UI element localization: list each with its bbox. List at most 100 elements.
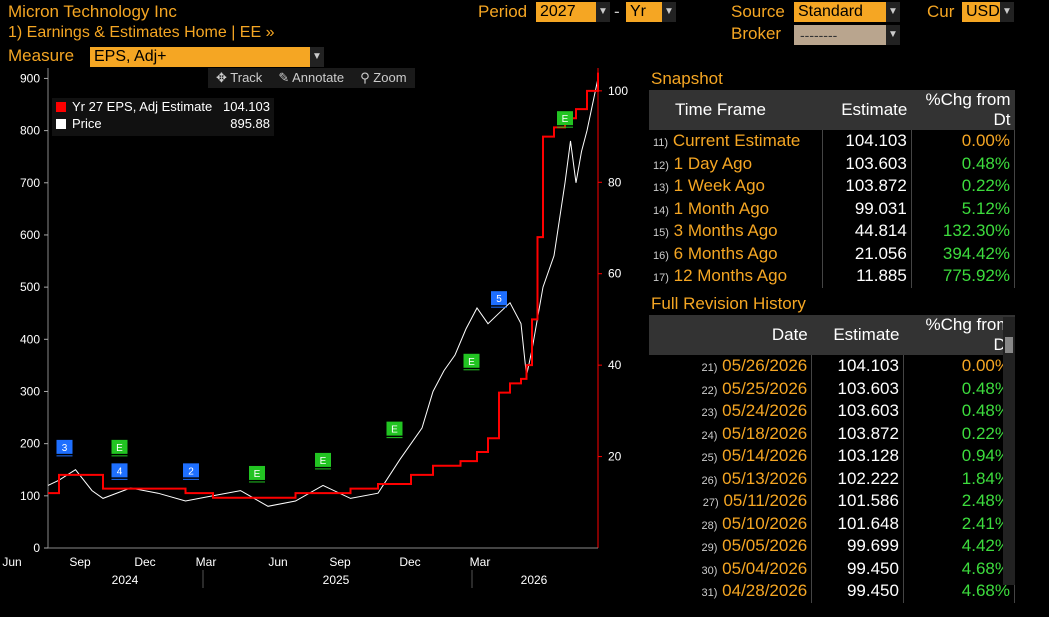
col-timeframe[interactable]: Time Frame [649,90,823,130]
scroll-thumb[interactable] [1005,337,1013,353]
row-number: 21) [701,362,718,375]
row-label-cell[interactable]: 12) 1 Day Ago [649,152,823,175]
row-label-cell[interactable]: 24) 05/18/2026 [649,422,813,445]
event-marker[interactable] [111,439,128,454]
event-marker[interactable] [315,452,331,467]
row-number: 11) [653,137,669,150]
chevron-down-icon[interactable]: ▼ [886,25,900,45]
estimate-cell: 44.814 [822,220,912,243]
row-number: 22) [701,384,718,397]
period-label: Period [478,2,528,21]
event-marker[interactable] [111,463,128,478]
chg-cell: 0.94% [903,445,1016,468]
x-year-label: 2025 [323,573,350,587]
chevron-down-icon[interactable]: ▼ [310,47,324,67]
row-label-cell[interactable]: 29) 05/05/2026 [649,535,813,558]
row-label-cell[interactable]: 14) 1 Month Ago [649,197,823,220]
row-number: 25) [701,452,718,465]
row-number: 28) [701,519,718,532]
period-type-dropdown[interactable]: Yr [626,2,662,22]
table-row[interactable]: 21) 05/26/2026 104.103 0.00% [649,355,1016,378]
table-row[interactable]: 29) 05/05/2026 99.699 4.42% [649,535,1016,558]
chg-cell: 132.30% [911,220,1016,243]
col-chg[interactable]: %Chg from Dt [911,90,1015,130]
estimate-series-line [48,72,599,499]
row-label-cell[interactable]: 31) 04/28/2026 [649,580,813,603]
table-row[interactable]: 17) 12 Months Ago 11.885 775.92% [649,265,1016,288]
table-row[interactable]: 12) 1 Day Ago 103.603 0.48% [649,152,1016,175]
chart-toolbar: ✥ Track ✎ Annotate ⚲ Zoom [208,68,415,88]
source-dropdown[interactable]: Standard [794,2,886,22]
legend-swatch-red [56,101,66,112]
legend-value: 104.103 [223,99,270,114]
event-marker[interactable] [386,421,403,436]
table-row[interactable]: 30) 05/04/2026 99.450 4.68% [649,557,1016,580]
legend-label: Yr 27 EPS, Adj Estimate [72,99,213,114]
row-label-cell[interactable]: 23) 05/24/2026 [649,400,813,423]
table-row[interactable]: 27) 05/11/2026 101.586 2.48% [649,490,1016,513]
period-dropdown[interactable]: 2027 [536,2,596,22]
y-tick-label-left: 0 [33,541,40,555]
row-label-cell[interactable]: 28) 05/10/2026 [649,512,813,535]
row-number: 24) [701,429,718,442]
table-row[interactable]: 26) 05/13/2026 102.222 1.84% [649,467,1016,490]
legend-item-price: Price 895.88 [52,115,274,132]
breadcrumb[interactable]: 1) Earnings & Estimates Home | EE » [8,24,275,41]
chart[interactable]: 0 100 200 300 400 500 600 700 800 900 20 40 60 80 100 J… [0,60,640,590]
table-row[interactable]: 13) 1 Week Ago 103.872 0.22% [649,175,1016,198]
chevron-down-icon[interactable]: ▼ [1000,2,1014,22]
event-marker[interactable] [557,111,573,126]
estimate-cell: 101.586 [811,490,904,513]
track-button[interactable]: ✥ Track [216,70,263,85]
table-row[interactable]: 24) 05/18/2026 103.872 0.22% [649,422,1016,445]
legend-label: Price [72,116,102,131]
estimate-cell: 99.699 [811,535,904,558]
row-label-cell[interactable]: 26) 05/13/2026 [649,467,813,490]
row-label-cell[interactable]: 25) 05/14/2026 [649,445,813,468]
col-estimate[interactable]: Estimate [822,90,912,130]
table-row[interactable]: 31) 04/28/2026 99.450 4.68% [649,580,1016,603]
chevron-down-icon[interactable]: ▼ [886,2,900,22]
event-marker[interactable] [463,353,480,368]
col-chg[interactable]: %Chg from Dt [903,315,1015,355]
col-estimate[interactable]: Estimate [811,315,904,355]
chevron-down-icon[interactable]: ▼ [662,2,676,22]
table-row[interactable]: 25) 05/14/2026 103.128 0.94% [649,445,1016,468]
table-row[interactable]: 11) Current Estimate 104.103 0.00% [649,130,1016,153]
annotate-button[interactable]: ✎ Annotate [278,70,345,85]
row-label-cell[interactable]: 16) 6 Months Ago [649,242,823,265]
chg-cell: 0.22% [903,422,1016,445]
table-row[interactable]: 22) 05/25/2026 103.603 0.48% [649,377,1016,400]
event-marker[interactable] [56,439,73,454]
row-label-cell[interactable]: 27) 05/11/2026 [649,490,813,513]
table-row[interactable]: 16) 6 Months Ago 21.056 394.42% [649,242,1016,265]
chevron-down-icon[interactable]: ▼ [596,2,610,22]
company-title: Micron Technology Inc [8,2,177,21]
source-label: Source [731,2,785,21]
row-label-cell[interactable]: 15) 3 Months Ago [649,220,823,243]
table-row[interactable]: 14) 1 Month Ago 99.031 5.12% [649,197,1016,220]
table-row[interactable]: 23) 05/24/2026 103.603 0.48% [649,400,1016,423]
table-row[interactable]: 28) 05/10/2026 101.648 2.41% [649,512,1016,535]
row-label-cell[interactable]: 21) 05/26/2026 [649,355,813,378]
event-marker[interactable] [491,291,507,306]
estimate-cell: 103.872 [822,175,912,198]
event-marker-label: E [468,357,475,368]
chg-cell: 2.48% [903,490,1016,513]
measure-dropdown[interactable]: EPS, Adj+ [90,47,310,67]
event-marker[interactable] [183,463,199,478]
event-marker[interactable] [249,465,265,480]
chg-cell: 2.41% [903,512,1016,535]
history-scrollbar[interactable] [1003,317,1015,585]
row-label-cell[interactable]: 22) 05/25/2026 [649,377,813,400]
row-label-cell[interactable]: 30) 05/04/2026 [649,557,813,580]
row-label-cell[interactable]: 11) Current Estimate [649,130,823,153]
table-row[interactable]: 15) 3 Months Ago 44.814 132.30% [649,220,1016,243]
currency-dropdown[interactable]: USD [962,2,1000,22]
row-label-cell[interactable]: 17) 12 Months Ago [649,265,823,288]
zoom-button[interactable]: ⚲ Zoom [360,70,407,85]
row-label-cell[interactable]: 13) 1 Week Ago [649,175,823,198]
col-date[interactable]: Date [649,315,812,355]
broker-dropdown[interactable]: -------- [794,25,886,45]
estimate-cell: 99.450 [811,580,904,603]
